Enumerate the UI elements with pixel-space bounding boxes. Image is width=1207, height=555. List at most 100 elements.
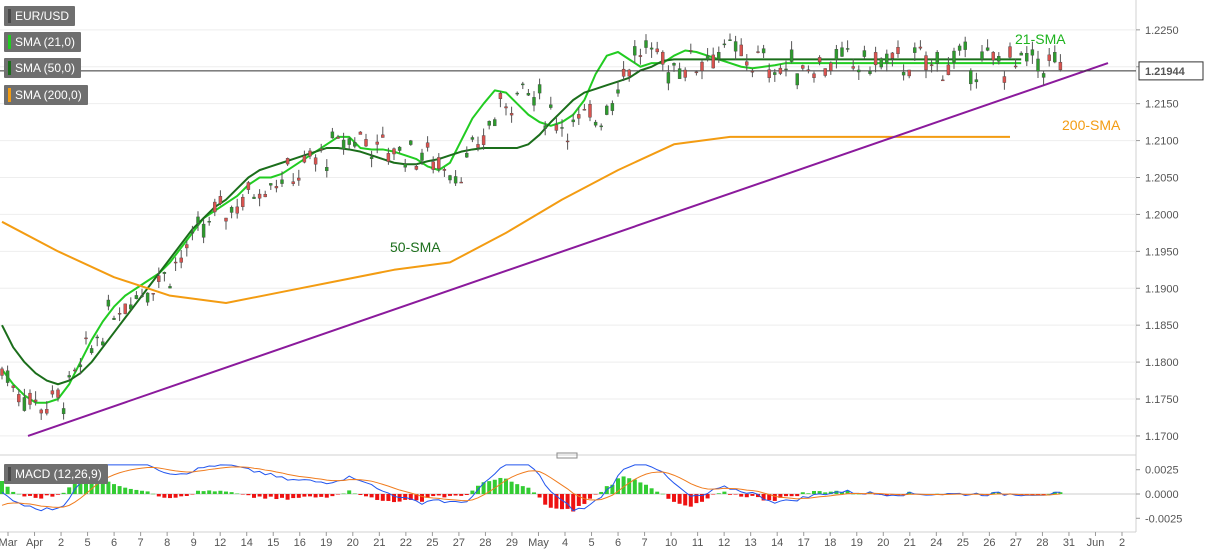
- macd-histogram-bar: [1047, 493, 1052, 495]
- macd-histogram-bar: [470, 490, 475, 494]
- legend-macd[interactable]: MACD (12,26,9): [4, 464, 108, 484]
- macd-histogram-bar: [0, 480, 4, 494]
- macd-histogram-bar: [638, 482, 643, 494]
- time-tick-label: 6: [615, 537, 621, 549]
- legend-sma21[interactable]: SMA (21,0): [4, 32, 82, 52]
- candle-body: [907, 69, 911, 77]
- candle-body: [918, 46, 923, 49]
- macd-axis: 0.0025 0.0000 -0.0025: [1136, 465, 1182, 525]
- candle-body: [341, 139, 346, 150]
- macd-histogram-bar: [296, 494, 301, 498]
- macd-histogram-bar: [190, 494, 195, 495]
- macd-histogram-bar: [761, 494, 766, 501]
- candle-body: [39, 409, 43, 414]
- candle-body: [179, 257, 183, 263]
- candle-body: [487, 120, 491, 126]
- macd-histogram-bar: [644, 484, 648, 494]
- candle-body: [1030, 49, 1035, 56]
- candle-body: [879, 58, 883, 68]
- macd-histogram-bar: [39, 494, 44, 499]
- macd-histogram-bar: [229, 492, 234, 494]
- candle-body: [89, 348, 94, 354]
- macd-histogram-bar: [756, 494, 760, 498]
- time-tick-label: 31: [1063, 537, 1075, 549]
- macd-histogram-bar: [733, 494, 738, 495]
- candle-body: [840, 47, 844, 57]
- candle-body: [297, 177, 301, 181]
- time-tick-label: 21: [373, 537, 385, 549]
- macd-histogram-bar: [364, 494, 368, 497]
- candle-body: [358, 131, 363, 135]
- candle-body: [129, 304, 133, 310]
- legend-label: EUR/USD: [15, 9, 70, 23]
- macd-histogram-bar: [173, 494, 178, 498]
- candle-body: [896, 47, 900, 55]
- macd-tick-label: -0.0025: [1145, 513, 1182, 525]
- macd-histogram-bar: [728, 494, 732, 495]
- candle-body: [162, 272, 167, 274]
- macd-histogram-bar: [795, 494, 800, 497]
- candle-body: [465, 152, 469, 158]
- price-tick-label: 1.1750: [1145, 394, 1179, 406]
- candle-body: [711, 54, 715, 69]
- candle-body: [733, 41, 738, 52]
- macd-histogram-bar: [145, 491, 150, 494]
- macd-histogram-bar: [1041, 494, 1046, 495]
- time-tick-label: 5: [588, 537, 594, 549]
- macd-histogram-bar: [459, 494, 464, 496]
- macd-histogram-bar: [263, 494, 268, 499]
- candle-body: [890, 52, 895, 59]
- annotation-label: 21-SMA: [1015, 31, 1066, 47]
- candle-body: [532, 97, 536, 106]
- macd-histogram-bar: [274, 494, 279, 500]
- candle-body: [140, 295, 144, 297]
- candle-body: [862, 50, 867, 57]
- candle-body: [901, 71, 906, 76]
- candle-body: [33, 399, 38, 402]
- macd-histogram-bar: [744, 494, 749, 498]
- macd-histogram-bar: [257, 494, 262, 497]
- sma50-swatch: [8, 61, 11, 75]
- candle-body: [431, 161, 435, 170]
- macd-histogram-bar: [22, 494, 27, 497]
- candle-body: [493, 119, 497, 127]
- macd-histogram-bar: [588, 494, 592, 499]
- legend-symbol[interactable]: EUR/USD: [4, 6, 76, 26]
- last-price-box: [1138, 61, 1204, 81]
- legend-sma50[interactable]: SMA (50,0): [4, 58, 82, 78]
- candle-body: [985, 47, 990, 51]
- candle-body: [263, 193, 267, 198]
- time-tick-label: 2: [58, 537, 64, 549]
- macd-histogram-bar: [319, 494, 324, 497]
- macd-histogram-bar: [655, 491, 660, 494]
- macd-histogram-bar: [576, 494, 581, 506]
- last-price-label: 1.21944: [1145, 66, 1186, 78]
- macd-histogram-bar: [789, 494, 794, 497]
- candle-body: [504, 106, 508, 109]
- candle-body: [722, 43, 727, 46]
- macd-histogram-bar: [817, 491, 822, 494]
- candle-body: [117, 313, 122, 315]
- candle-body: [784, 68, 788, 71]
- macd-histogram-bar: [442, 494, 447, 498]
- legend-sma200[interactable]: SMA (200,0): [4, 85, 88, 105]
- macd-histogram-bar: [201, 491, 206, 494]
- macd-histogram-bar: [778, 494, 783, 498]
- macd-histogram-bar: [128, 488, 133, 494]
- candle-body: [257, 193, 262, 199]
- time-tick-label: 7: [642, 537, 648, 549]
- candle-body: [829, 62, 833, 71]
- candle-body: [571, 119, 575, 123]
- candle-body: [616, 89, 620, 94]
- candle-body: [134, 295, 139, 299]
- candle-body: [1058, 61, 1063, 71]
- macd-histogram-bar: [610, 484, 615, 494]
- price-tick-label: 1.2150: [1145, 99, 1179, 111]
- candle-body: [756, 51, 760, 53]
- legend-label: SMA (200,0): [15, 88, 82, 102]
- candle-body: [694, 71, 699, 74]
- candle-body: [151, 293, 155, 295]
- macd-histogram-bar: [750, 494, 755, 496]
- macd-histogram-bar: [268, 494, 273, 497]
